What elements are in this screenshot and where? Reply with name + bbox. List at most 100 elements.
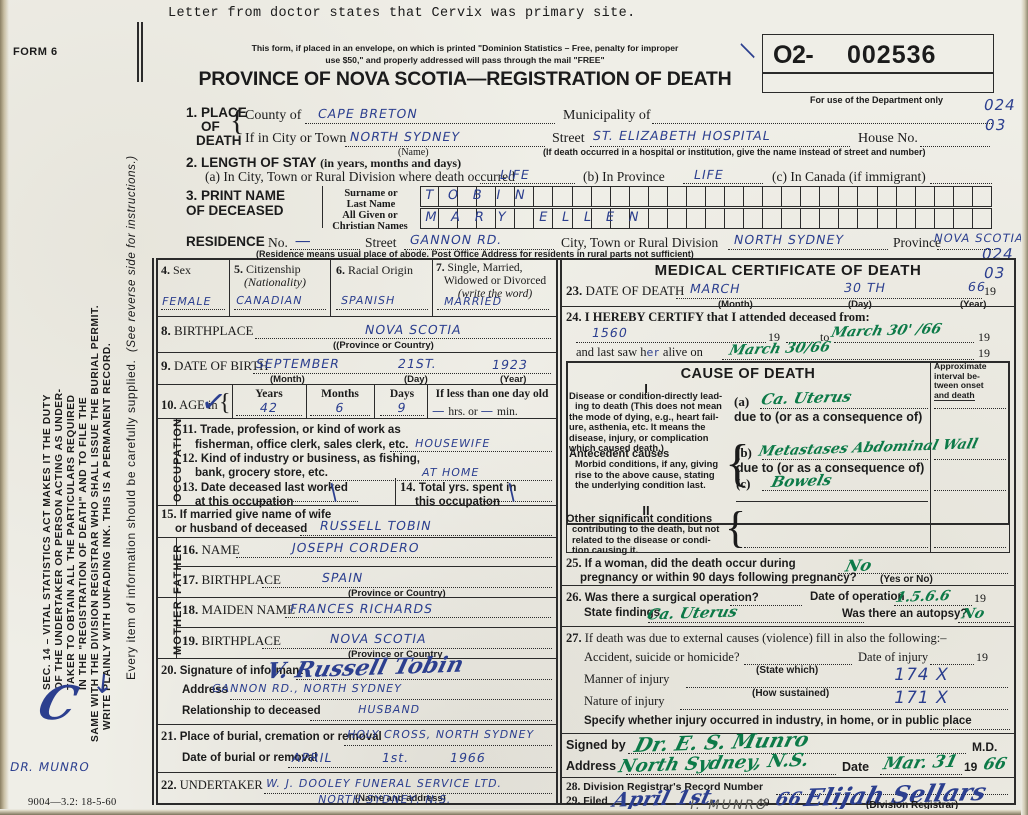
name-cell[interactable] — [477, 208, 497, 229]
demo-div3 — [432, 258, 434, 316]
age-min-value: — — [480, 403, 495, 418]
name-cell[interactable] — [439, 208, 459, 229]
demo-div1 — [229, 258, 231, 316]
name-cell[interactable] — [934, 208, 954, 229]
name-cell[interactable] — [667, 186, 687, 207]
date-of-death-sub-year: (Year) — [960, 299, 987, 310]
name-cell[interactable] — [515, 186, 535, 207]
name-cell[interactable] — [477, 186, 497, 207]
name-cell[interactable] — [572, 208, 592, 229]
name-cell[interactable] — [820, 208, 840, 229]
name-cell[interactable] — [591, 208, 611, 229]
surgery-findings-label: State findings — [584, 607, 661, 619]
last-worked-item-no: 13. — [182, 480, 198, 494]
name-cell[interactable] — [877, 186, 897, 207]
name-cell[interactable] — [496, 208, 516, 229]
residence-street-label: Street — [365, 235, 397, 250]
name-cell[interactable] — [648, 208, 668, 229]
name-cell[interactable] — [934, 186, 954, 207]
name-cell[interactable] — [686, 186, 706, 207]
name-cell[interactable] — [420, 186, 440, 207]
name-cell[interactable] — [629, 208, 649, 229]
name-cell[interactable] — [439, 186, 459, 207]
body-top-rule — [156, 258, 1016, 260]
name-cell[interactable] — [725, 208, 745, 229]
injury-date-label: Date of injury — [858, 650, 929, 664]
name-cell[interactable] — [915, 186, 935, 207]
surgery-label: 26. Was there a surgical operation? — [566, 590, 759, 605]
name-cell[interactable] — [610, 186, 630, 207]
name-cell[interactable] — [858, 208, 878, 229]
name-cell[interactable] — [801, 208, 821, 229]
name-cell[interactable] — [553, 186, 573, 207]
burial-item-no: 21. — [161, 729, 177, 743]
name-cell[interactable] — [648, 186, 668, 207]
name-cell[interactable] — [953, 186, 973, 207]
name-cell[interactable] — [896, 208, 916, 229]
cause-of-death-heading: CAUSE OF DEATH — [680, 366, 816, 382]
name-cell[interactable] — [458, 208, 478, 229]
name-cell[interactable] — [458, 186, 478, 207]
name-cell[interactable] — [782, 208, 802, 229]
name-cell[interactable] — [972, 208, 992, 229]
residence-province-value: NOVA SCOTIA — [932, 231, 1026, 245]
name-cell[interactable] — [877, 208, 897, 229]
date-of-death-month: MARCH — [688, 281, 742, 296]
name-cell[interactable] — [953, 208, 973, 229]
name-cell[interactable] — [858, 186, 878, 207]
name-cell[interactable] — [744, 186, 764, 207]
name-cell[interactable] — [972, 186, 992, 207]
occupation-row-bottom — [156, 505, 556, 507]
given-names-cell-grid[interactable] — [420, 208, 992, 229]
body-left-rule-b — [156, 258, 158, 805]
other-conditions-line3: related to the disease or condi- — [572, 533, 711, 545]
name-cell[interactable] — [667, 208, 687, 229]
dob-rule — [253, 372, 551, 374]
name-cell[interactable] — [420, 208, 440, 229]
interval-header-line3: tween onset — [934, 380, 984, 391]
total-years-label-line2: this occupation — [415, 495, 500, 508]
name-cell[interactable] — [629, 186, 649, 207]
dob-day: 21ST. — [396, 356, 439, 371]
name-cell[interactable] — [496, 186, 516, 207]
name-cell[interactable] — [534, 208, 554, 229]
name-cell[interactable] — [763, 208, 783, 229]
father-name-rule — [236, 556, 552, 558]
surgery-findings-rule — [648, 621, 864, 623]
place-of-death-label-line1: PLACE — [201, 105, 247, 120]
name-cell[interactable] — [725, 186, 745, 207]
age-item-no: 10. — [161, 398, 177, 412]
burial-place-value: HOLY CROSS, NORTH SYDNEY — [345, 728, 536, 741]
name-cell[interactable] — [553, 208, 573, 229]
injury-year-prefix: 19 — [976, 650, 988, 664]
total-years-item-no: 14. — [400, 480, 416, 494]
name-cell[interactable] — [915, 208, 935, 229]
name-cell[interactable] — [839, 186, 859, 207]
name-cell[interactable] — [610, 208, 630, 229]
name-cell[interactable] — [896, 186, 916, 207]
name-cell[interactable] — [686, 208, 706, 229]
name-cell[interactable] — [744, 208, 764, 229]
surname-cell-grid[interactable] — [420, 186, 992, 207]
name-cell[interactable] — [591, 186, 611, 207]
house-no-label: House No. — [858, 131, 918, 146]
last-saw-pronoun: er — [646, 346, 660, 359]
name-cell[interactable] — [705, 186, 725, 207]
name-cell[interactable] — [534, 186, 554, 207]
name-cell[interactable] — [782, 186, 802, 207]
birthplace-label-text: BIRTHPLACE — [174, 323, 254, 338]
name-cell[interactable] — [515, 208, 535, 229]
name-cell[interactable] — [801, 186, 821, 207]
date-of-death-sub-month: (Month) — [718, 299, 753, 310]
name-cell[interactable] — [572, 186, 592, 207]
trade-rule — [390, 450, 552, 452]
hospital-note: (If death occurred in a hospital or inst… — [543, 147, 926, 157]
page-title: PROVINCE OF NOVA SCOTIA—REGISTRATION OF … — [198, 68, 732, 90]
age-row-bottom — [156, 418, 556, 420]
name-cell[interactable] — [763, 186, 783, 207]
name-cell[interactable] — [820, 186, 840, 207]
sex-label: 4. Sex — [161, 263, 191, 278]
name-cell[interactable] — [839, 208, 859, 229]
name-cell[interactable] — [705, 208, 725, 229]
given-names-value: MARY ELLEN — [423, 210, 655, 225]
